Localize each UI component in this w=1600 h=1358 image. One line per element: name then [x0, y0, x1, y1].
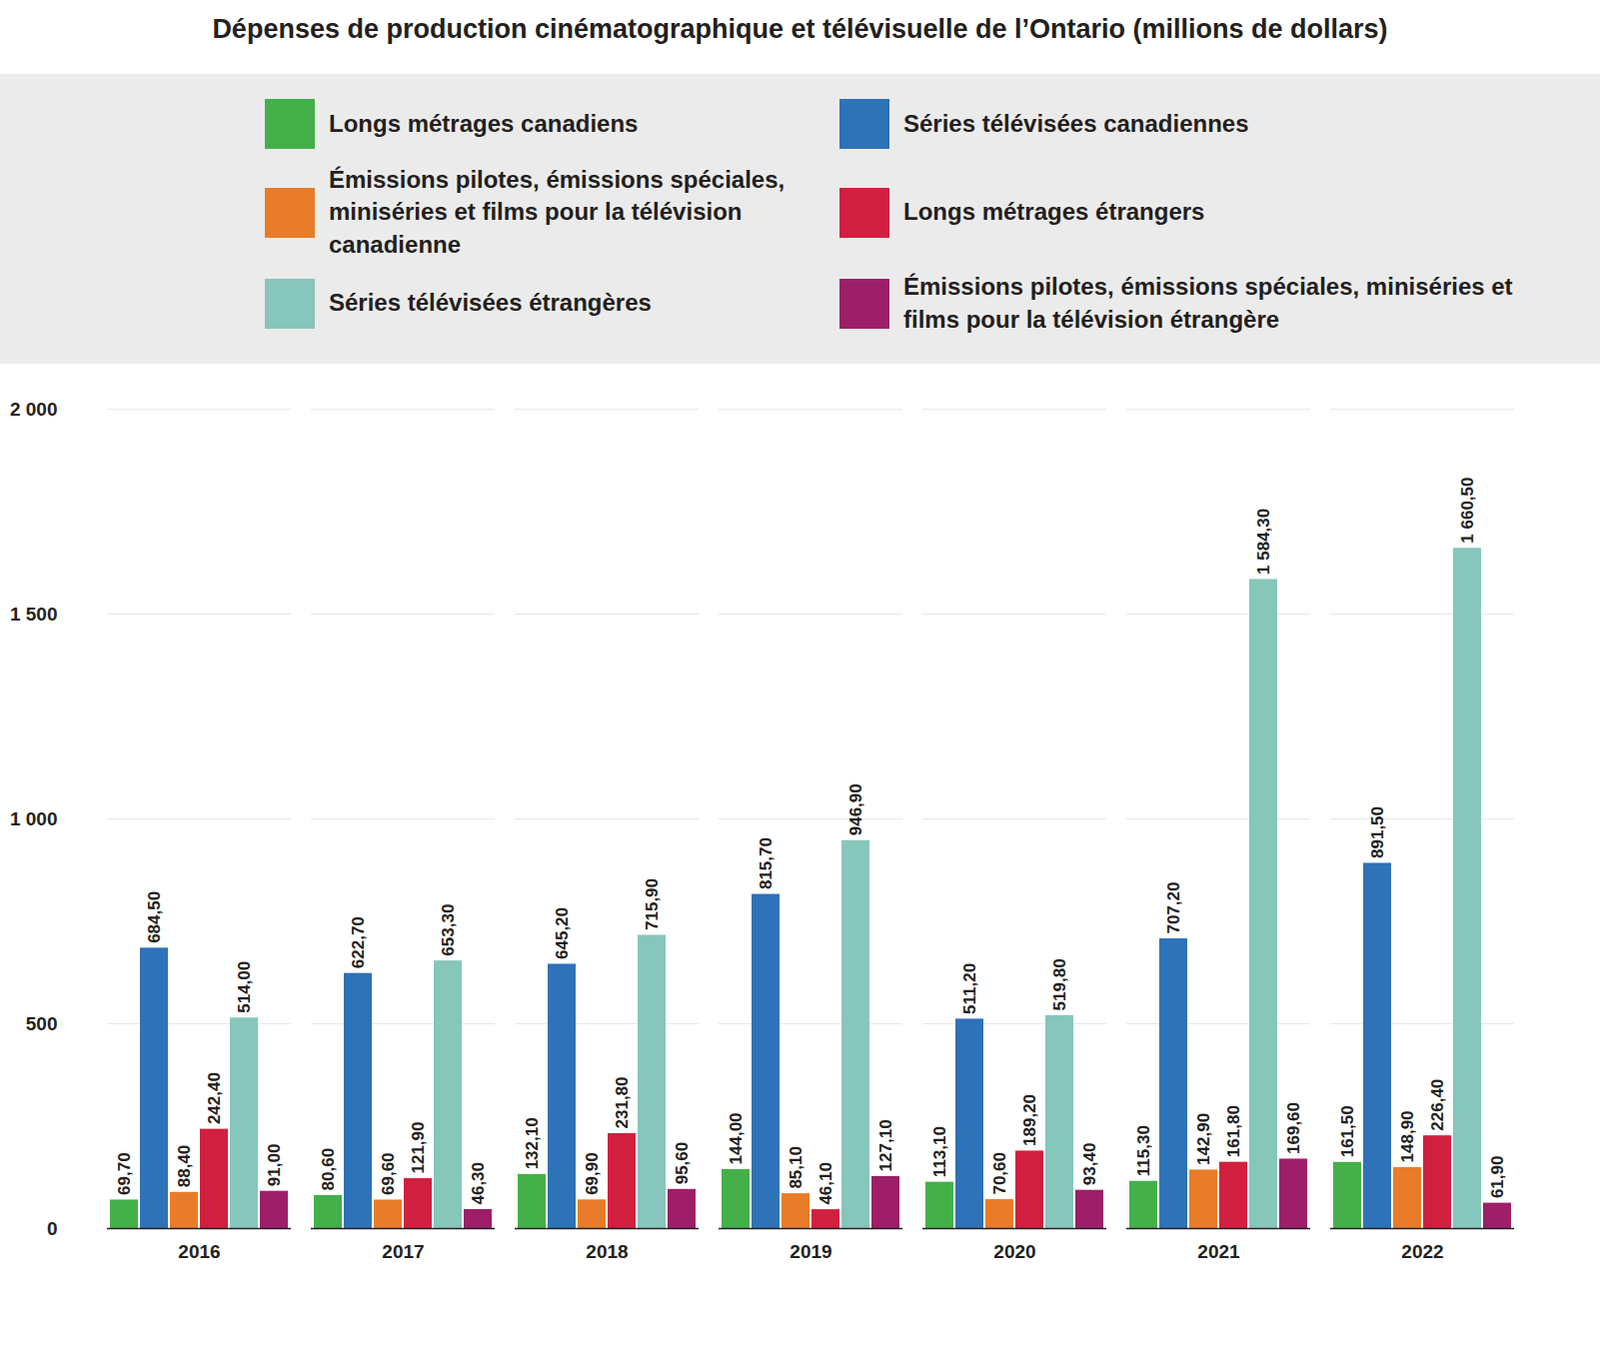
svg-text:231,80: 231,80 — [612, 1076, 632, 1129]
svg-text:70,60: 70,60 — [990, 1152, 1010, 1196]
svg-text:2018: 2018 — [585, 1241, 628, 1263]
svg-text:127,10: 127,10 — [876, 1119, 896, 1172]
svg-text:61,90: 61,90 — [1488, 1156, 1508, 1200]
svg-text:2020: 2020 — [993, 1241, 1036, 1263]
html-text:Émissions pilotes, émissions s: Émissions pilotes, émissions spéciales, … — [328, 165, 785, 258]
svg-text:0: 0 — [46, 1218, 58, 1240]
svg-text:622,70: 622,70 — [348, 916, 368, 969]
html-text:Séries télévisées canadiennes: Séries télévisées canadiennes — [903, 109, 1249, 137]
svg-text:189,20: 189,20 — [1020, 1094, 1040, 1147]
svg-text:500: 500 — [25, 1013, 58, 1035]
svg-text:226,40: 226,40 — [1428, 1079, 1448, 1132]
svg-text:946,90: 946,90 — [846, 783, 866, 836]
svg-text:142,90: 142,90 — [1194, 1113, 1214, 1166]
svg-text:1 500: 1 500 — [9, 603, 58, 625]
html-text:Longs métrages canadiens: Longs métrages canadiens — [328, 109, 639, 137]
svg-text:115,30: 115,30 — [1134, 1125, 1154, 1177]
svg-text:1 660,50: 1 660,50 — [1458, 477, 1478, 544]
svg-text:815,70: 815,70 — [756, 837, 776, 890]
svg-text:2022: 2022 — [1401, 1241, 1444, 1263]
svg-text:1 584,30: 1 584,30 — [1254, 508, 1274, 575]
svg-text:91,00: 91,00 — [264, 1144, 284, 1188]
svg-text:242,40: 242,40 — [204, 1072, 224, 1125]
svg-text:684,50: 684,50 — [144, 891, 164, 944]
svg-text:69,90: 69,90 — [582, 1152, 602, 1196]
svg-text:2017: 2017 — [381, 1241, 424, 1263]
svg-text:707,20: 707,20 — [1164, 882, 1184, 935]
html-text:Émissions pilotes, émissions s: Émissions pilotes, émissions spéciales, … — [903, 273, 1513, 333]
svg-text:715,90: 715,90 — [642, 878, 662, 931]
html-text:Dépenses de production cinémat: Dépenses de production cinématographique… — [212, 13, 1388, 44]
svg-text:891,50: 891,50 — [1368, 806, 1388, 859]
html-text:Séries télévisées étrangères: Séries télévisées étrangères — [328, 289, 652, 317]
svg-text:121,90: 121,90 — [408, 1122, 428, 1175]
html-text:Longs métrages étrangers: Longs métrages étrangers — [903, 198, 1205, 226]
svg-text:653,30: 653,30 — [438, 904, 458, 957]
svg-text:645,20: 645,20 — [552, 907, 572, 960]
svg-text:1 000: 1 000 — [9, 808, 58, 830]
svg-text:93,40: 93,40 — [1080, 1143, 1100, 1187]
svg-text:148,90: 148,90 — [1398, 1110, 1418, 1163]
svg-text:2016: 2016 — [177, 1241, 220, 1263]
svg-text:511,20: 511,20 — [960, 963, 980, 1015]
svg-text:95,60: 95,60 — [672, 1142, 692, 1186]
svg-text:88,40: 88,40 — [174, 1145, 194, 1189]
svg-text:161,80: 161,80 — [1224, 1105, 1244, 1158]
svg-text:144,00: 144,00 — [726, 1112, 746, 1165]
svg-text:519,80: 519,80 — [1050, 958, 1070, 1011]
svg-text:132,10: 132,10 — [522, 1117, 542, 1170]
svg-text:2021: 2021 — [1197, 1241, 1241, 1263]
svg-text:46,30: 46,30 — [468, 1162, 488, 1206]
svg-text:2 000: 2 000 — [9, 398, 58, 420]
svg-text:80,60: 80,60 — [318, 1148, 338, 1192]
svg-text:46,10: 46,10 — [816, 1162, 836, 1206]
svg-text:69,70: 69,70 — [114, 1152, 134, 1196]
svg-text:169,60: 169,60 — [1284, 1102, 1304, 1155]
svg-text:113,10: 113,10 — [930, 1126, 950, 1178]
svg-text:161,50: 161,50 — [1338, 1105, 1358, 1158]
svg-text:2019: 2019 — [789, 1241, 832, 1263]
svg-text:69,60: 69,60 — [378, 1152, 398, 1196]
svg-text:514,00: 514,00 — [234, 961, 254, 1014]
svg-text:85,10: 85,10 — [786, 1146, 806, 1190]
